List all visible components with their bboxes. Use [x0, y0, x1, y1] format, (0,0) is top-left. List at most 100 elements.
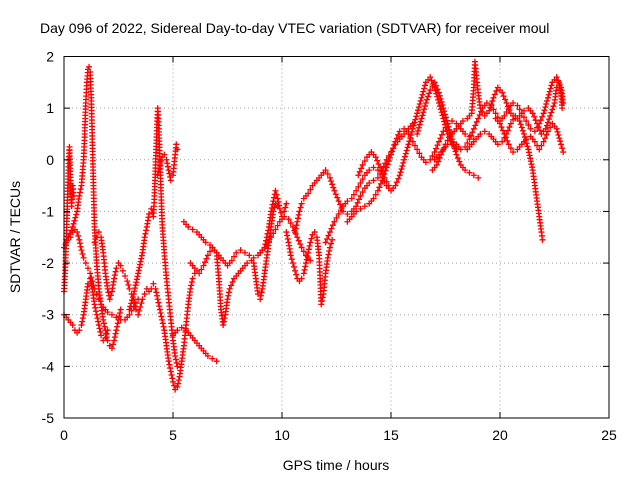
data-point [410, 122, 417, 129]
data-point [111, 272, 118, 279]
data-point [531, 138, 538, 145]
data-point [178, 324, 185, 331]
data-point [298, 200, 305, 207]
data-point [540, 110, 547, 117]
data-point [93, 311, 100, 318]
data-point [196, 270, 203, 277]
data-point [324, 254, 331, 261]
data-point [405, 141, 412, 148]
data-point [76, 192, 83, 199]
data-point [519, 127, 526, 134]
data-point [294, 215, 301, 222]
data-point [370, 195, 377, 202]
data-point [502, 134, 509, 141]
data-point [225, 289, 232, 296]
data-point [272, 187, 279, 194]
x-tick-label: 20 [492, 427, 508, 443]
data-point [283, 200, 290, 207]
data-point [366, 180, 373, 187]
data-point [107, 292, 114, 299]
data-point [514, 102, 521, 109]
data-point [79, 318, 86, 325]
data-point [415, 127, 422, 134]
data-point [483, 99, 490, 106]
data-point [72, 214, 79, 221]
data-point [380, 171, 387, 178]
data-point [464, 140, 471, 147]
data-point [116, 313, 123, 320]
x-tick-label: 15 [383, 427, 399, 443]
data-point [79, 251, 86, 258]
data-point [435, 158, 442, 165]
data-point [404, 144, 411, 151]
data-point [357, 205, 364, 212]
data-point [399, 162, 406, 169]
data-point [354, 199, 361, 206]
data-point [475, 174, 482, 181]
data-point [166, 170, 173, 177]
data-point [73, 211, 80, 218]
data-point [108, 345, 115, 352]
data-markers [61, 58, 567, 393]
data-point [376, 184, 383, 191]
data-point [422, 159, 429, 166]
data-point [542, 135, 549, 142]
data-point [392, 138, 399, 145]
data-point [431, 79, 438, 86]
data-point [108, 311, 115, 318]
data-point [414, 110, 421, 117]
data-point [112, 330, 119, 337]
data-point [304, 253, 311, 260]
data-point [386, 154, 393, 161]
data-point [319, 294, 326, 301]
data-point [273, 191, 280, 198]
data-point [292, 225, 299, 232]
data-point [220, 318, 227, 325]
data-point [112, 268, 119, 275]
data-point [189, 275, 196, 282]
data-point [548, 109, 555, 116]
y-tick-label: -3 [42, 307, 55, 323]
data-point [366, 167, 373, 174]
data-point [381, 174, 388, 181]
data-point [124, 278, 131, 285]
data-point [141, 234, 148, 241]
data-point [545, 91, 552, 98]
data-point [492, 110, 499, 117]
data-point [391, 141, 398, 148]
data-point [325, 251, 332, 258]
data-point [167, 177, 174, 184]
data-point [70, 220, 77, 227]
data-point [541, 107, 548, 114]
data-point [213, 358, 220, 365]
data-point [473, 118, 480, 125]
data-point [331, 187, 338, 194]
data-point [555, 77, 562, 84]
data-point [416, 150, 423, 157]
data-point [436, 92, 443, 99]
data-point [307, 239, 314, 246]
data-point [150, 280, 157, 287]
data-point [353, 208, 360, 215]
data-point [560, 99, 567, 106]
data-point [417, 118, 424, 125]
data-point [419, 91, 426, 98]
y-tick-label: -4 [42, 358, 55, 374]
data-point [436, 155, 443, 162]
data-point [434, 86, 441, 93]
data-point [160, 323, 167, 330]
data-point [261, 244, 268, 251]
data-point [174, 363, 181, 370]
data-point [257, 296, 264, 303]
data-point [125, 282, 132, 289]
data-point [435, 138, 442, 145]
data-point [156, 161, 163, 168]
data-point [97, 328, 104, 335]
data-point [397, 169, 404, 176]
y-tick-label: 0 [46, 152, 54, 168]
data-point [438, 131, 445, 138]
data-point [337, 207, 344, 214]
data-point [257, 292, 264, 299]
data-point [344, 198, 351, 205]
